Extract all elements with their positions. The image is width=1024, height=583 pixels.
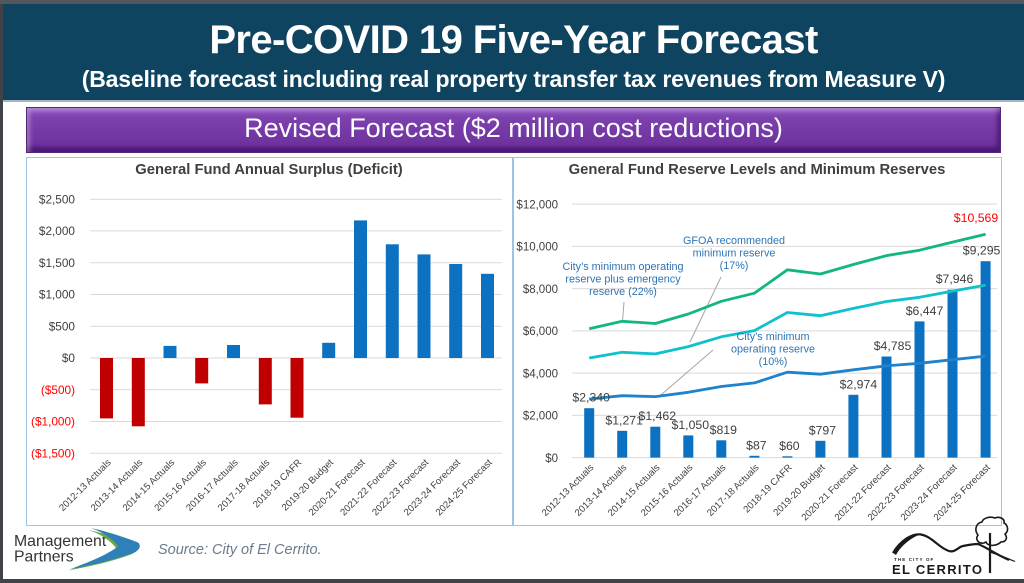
svg-text:operating reserve: operating reserve	[731, 344, 815, 356]
svg-text:(10%): (10%)	[759, 356, 788, 368]
svg-text:$1,000: $1,000	[39, 288, 76, 302]
svg-text:$2,000: $2,000	[39, 224, 76, 238]
svg-text:$60: $60	[779, 439, 800, 453]
svg-text:$8,000: $8,000	[523, 284, 558, 296]
svg-text:minimum reserve: minimum reserve	[693, 248, 776, 260]
svg-text:$500: $500	[49, 319, 76, 333]
svg-text:2023-24 Forecast: 2023-24 Forecast	[899, 462, 960, 523]
svg-text:$6,447: $6,447	[906, 304, 944, 318]
svg-text:(17%): (17%)	[720, 260, 749, 272]
svg-text:City’s minimum: City’s minimum	[737, 331, 810, 343]
svg-text:$4,000: $4,000	[523, 368, 558, 380]
svg-text:($1,500): ($1,500)	[31, 447, 75, 461]
svg-text:$2,500: $2,500	[39, 192, 76, 206]
svg-text:$1,462: $1,462	[638, 409, 676, 423]
svg-text:$819: $819	[710, 423, 738, 437]
svg-text:$6,000: $6,000	[523, 326, 558, 338]
svg-text:Management: Management	[14, 533, 107, 550]
svg-text:$797: $797	[809, 423, 837, 437]
svg-text:($500): ($500)	[41, 383, 75, 397]
svg-text:EL CERRITO: EL CERRITO	[892, 562, 983, 577]
svg-text:$2,000: $2,000	[523, 411, 558, 423]
svg-text:$12,000: $12,000	[516, 199, 558, 211]
svg-text:$10,000: $10,000	[516, 242, 558, 254]
svg-text:$1,271: $1,271	[605, 413, 643, 427]
svg-text:2020-21 Forecast: 2020-21 Forecast	[800, 462, 861, 523]
svg-text:THE CITY OF: THE CITY OF	[894, 557, 934, 562]
svg-text:$87: $87	[746, 438, 767, 452]
svg-text:2024-25 Forecast: 2024-25 Forecast	[434, 457, 495, 518]
svg-text:$2,340: $2,340	[572, 391, 610, 405]
svg-text:2024-25 Forecast: 2024-25 Forecast	[932, 462, 993, 523]
svg-text:$0: $0	[62, 351, 76, 365]
svg-text:($1,000): ($1,000)	[31, 415, 75, 429]
svg-text:$9,295: $9,295	[963, 244, 1001, 258]
svg-text:$1,500: $1,500	[39, 256, 76, 270]
svg-text:$2,974: $2,974	[840, 377, 878, 391]
svg-text:GFOA recommended: GFOA recommended	[683, 235, 785, 247]
svg-text:Partners: Partners	[14, 549, 74, 566]
svg-text:$1,050: $1,050	[671, 418, 709, 432]
svg-text:2012-13 Actuals: 2012-13 Actuals	[57, 457, 114, 514]
svg-text:$7,946: $7,946	[936, 272, 974, 286]
svg-text:2022-23 Forecast: 2022-23 Forecast	[370, 457, 431, 518]
svg-text:General Fund Reserve Levels an: General Fund Reserve Levels and Minimum …	[569, 162, 946, 178]
svg-text:City’s minimum operating: City’s minimum operating	[562, 261, 683, 273]
svg-text:$10,569: $10,569	[954, 211, 999, 225]
svg-text:2021-22 Forecast: 2021-22 Forecast	[338, 457, 399, 518]
svg-text:2020-21 Forecast: 2020-21 Forecast	[307, 457, 368, 518]
svg-text:$0: $0	[545, 453, 558, 465]
svg-text:reserve plus emergency: reserve plus emergency	[565, 274, 681, 286]
svg-text:$4,785: $4,785	[874, 339, 912, 353]
svg-text:reserve (22%): reserve (22%)	[589, 286, 657, 298]
svg-text:2023-24 Forecast: 2023-24 Forecast	[402, 457, 463, 518]
svg-text:2021-22 Forecast: 2021-22 Forecast	[833, 462, 894, 523]
svg-text:General Fund Annual Surplus (D: General Fund Annual Surplus (Deficit)	[135, 162, 403, 178]
svg-text:2022-23 Forecast: 2022-23 Forecast	[866, 462, 927, 523]
